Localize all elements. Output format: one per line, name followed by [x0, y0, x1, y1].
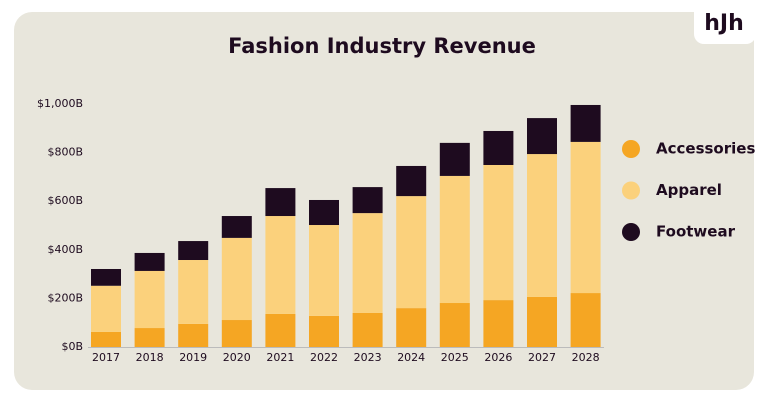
bar-segment: [570, 293, 601, 347]
bar-segment: [439, 142, 470, 176]
bar-segment: [265, 313, 296, 347]
x-tick-label: 2027: [528, 351, 556, 364]
chart-title: Fashion Industry Revenue: [228, 34, 536, 58]
bar-segment: [309, 315, 339, 347]
bar-segment: [134, 328, 165, 347]
bar-segment: [178, 260, 209, 324]
bar-segment: [91, 268, 121, 286]
bar-segment: [396, 165, 427, 197]
y-tick-label: $400B: [47, 243, 83, 256]
legend-marker: [622, 223, 640, 241]
bar-segment: [396, 308, 427, 347]
legend-marker: [622, 181, 640, 200]
y-tick-label: $1,000B: [37, 97, 83, 110]
x-tick-label: 2019: [179, 351, 207, 364]
legend-label: Apparel: [656, 181, 722, 199]
bar-segment: [265, 216, 296, 314]
bar-segment: [483, 130, 514, 165]
bar-segment: [91, 285, 121, 332]
bar-segment: [91, 331, 121, 347]
x-tick-label: 2018: [136, 351, 164, 364]
bar-segment: [178, 323, 209, 347]
x-tick-label: 2026: [484, 351, 512, 364]
bar-segment: [527, 296, 557, 347]
bar-segment: [483, 164, 514, 301]
y-tick-label: $800B: [47, 146, 83, 159]
bar-segment: [265, 188, 296, 217]
panel: [14, 12, 754, 390]
bar-segment: [570, 104, 601, 142]
legend-label: Footwear: [656, 223, 736, 241]
legend-label: Accessories: [656, 140, 755, 158]
bar-segment: [309, 225, 339, 316]
y-tick-label: $200B: [47, 291, 83, 304]
bar-segment: [309, 199, 339, 226]
x-tick-label: 2025: [441, 351, 469, 364]
y-tick-label: $0B: [61, 340, 83, 353]
bar-segment: [570, 141, 601, 294]
bar-segment: [527, 118, 557, 155]
bar-segment: [352, 312, 383, 347]
bar-segment: [134, 252, 165, 271]
x-tick-label: 2021: [266, 351, 294, 364]
bar-segment: [527, 154, 557, 297]
bar-segment: [352, 187, 383, 214]
x-tick-label: 2023: [354, 351, 382, 364]
logo-tab: [694, 0, 756, 44]
x-tick-label: 2022: [310, 351, 338, 364]
bar-segment: [352, 213, 383, 313]
x-tick-label: 2024: [397, 351, 425, 364]
bar-segment: [221, 237, 252, 321]
bar-segment: [134, 270, 165, 329]
bar-segment: [221, 216, 252, 238]
logo: hJh: [704, 11, 744, 36]
x-tick-label: 2017: [92, 351, 120, 364]
bar-segment: [439, 175, 470, 304]
y-tick-label: $600B: [47, 194, 83, 207]
bar-segment: [221, 320, 252, 347]
legend-marker: [622, 140, 640, 158]
x-tick-label: 2028: [572, 351, 600, 364]
bar-segment: [439, 303, 470, 347]
x-tick-label: 2020: [223, 351, 251, 364]
bar-segment: [396, 196, 427, 309]
bar-segment: [483, 300, 514, 347]
bar-segment: [178, 241, 209, 261]
